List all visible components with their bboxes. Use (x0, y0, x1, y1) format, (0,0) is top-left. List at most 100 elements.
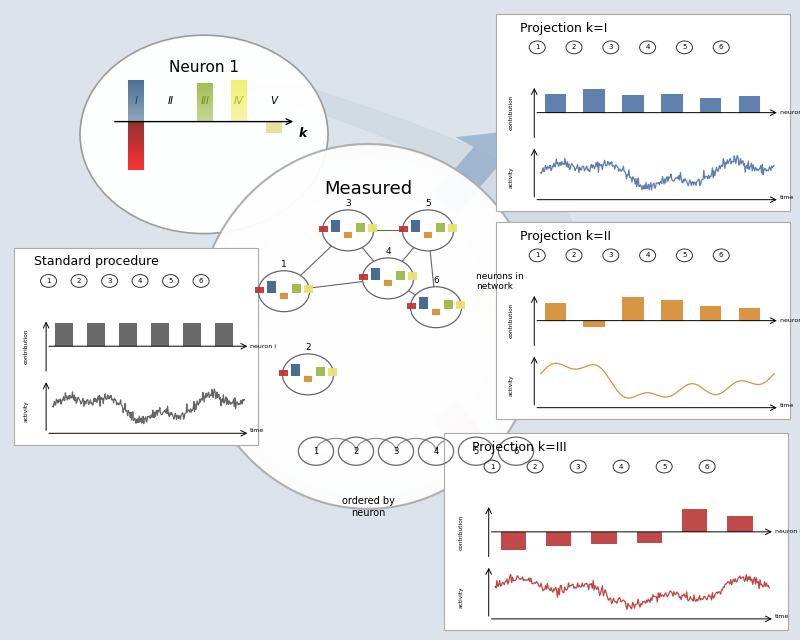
Bar (661, 93, 682, 113)
Text: 6: 6 (433, 276, 439, 285)
Bar (455, 301, 465, 309)
Bar (128, 92, 144, 95)
Bar (151, 323, 169, 346)
Text: Standard procedure: Standard procedure (34, 255, 158, 268)
Ellipse shape (230, 180, 506, 473)
Ellipse shape (334, 291, 402, 362)
Bar (128, 139, 144, 141)
Bar (407, 273, 417, 280)
Bar (231, 88, 247, 90)
Bar (128, 100, 144, 103)
Text: 2: 2 (533, 463, 538, 470)
Text: V: V (270, 95, 277, 106)
Text: 5: 5 (425, 199, 431, 208)
Bar (128, 156, 144, 158)
FancyArrow shape (430, 403, 514, 480)
Text: contribution: contribution (24, 328, 29, 364)
Bar (231, 107, 247, 109)
Text: 6: 6 (705, 463, 710, 470)
Ellipse shape (246, 197, 490, 456)
Bar (128, 120, 144, 122)
FancyBboxPatch shape (14, 248, 258, 445)
Bar (435, 223, 445, 232)
Text: ordered by
neuron: ordered by neuron (342, 496, 394, 518)
Text: neuron i: neuron i (780, 318, 800, 323)
Text: Neuron 1: Neuron 1 (169, 60, 239, 75)
Bar (128, 160, 144, 162)
Bar (197, 114, 213, 116)
Bar (128, 127, 144, 129)
Bar (407, 303, 417, 309)
Bar (738, 96, 760, 113)
Bar (197, 118, 213, 120)
Ellipse shape (196, 144, 540, 509)
Bar (231, 113, 247, 115)
Bar (423, 232, 433, 238)
Text: 5: 5 (682, 252, 686, 259)
Bar (343, 232, 353, 238)
FancyArrow shape (468, 283, 508, 344)
Bar (231, 118, 247, 120)
Text: time: time (780, 195, 794, 200)
Bar (128, 148, 144, 150)
Bar (197, 108, 213, 110)
Bar (231, 90, 247, 92)
Bar (128, 129, 144, 131)
Circle shape (362, 258, 414, 299)
Ellipse shape (242, 193, 494, 460)
Bar (661, 300, 682, 321)
Ellipse shape (288, 242, 448, 411)
Ellipse shape (267, 220, 469, 433)
Text: Projection k=II: Projection k=II (519, 230, 610, 243)
Bar (327, 369, 337, 376)
Bar (315, 367, 325, 376)
Bar (255, 287, 265, 293)
Ellipse shape (234, 184, 502, 469)
Bar (331, 220, 341, 232)
Ellipse shape (204, 153, 532, 500)
Ellipse shape (280, 233, 456, 420)
Ellipse shape (347, 304, 389, 349)
Text: 3: 3 (345, 199, 351, 208)
Text: activity: activity (508, 374, 514, 396)
Ellipse shape (259, 211, 477, 442)
Text: 2: 2 (305, 343, 311, 352)
Ellipse shape (342, 300, 394, 353)
Text: 3: 3 (609, 44, 613, 51)
Bar (128, 84, 144, 86)
Bar (128, 103, 144, 105)
Bar (128, 124, 144, 125)
Bar (622, 298, 644, 321)
Bar (279, 370, 289, 376)
Text: activity: activity (24, 400, 29, 422)
Bar (303, 285, 313, 293)
Bar (197, 83, 213, 85)
Bar (128, 109, 144, 111)
Ellipse shape (322, 277, 414, 376)
Ellipse shape (80, 35, 328, 234)
Bar (128, 86, 144, 88)
Bar (197, 91, 213, 93)
Circle shape (322, 210, 374, 251)
Ellipse shape (200, 148, 536, 504)
Bar (128, 90, 144, 92)
Bar (231, 82, 247, 84)
Text: 4: 4 (646, 252, 650, 259)
Bar (128, 152, 144, 154)
Bar (700, 306, 722, 321)
Bar (231, 92, 247, 95)
Ellipse shape (292, 246, 444, 406)
Bar (197, 97, 213, 99)
Ellipse shape (359, 317, 377, 335)
Bar (128, 135, 144, 137)
Ellipse shape (276, 228, 460, 424)
Text: 4: 4 (434, 447, 438, 456)
Ellipse shape (209, 157, 527, 495)
Ellipse shape (338, 295, 398, 358)
Text: k: k (298, 127, 306, 140)
Bar (128, 168, 144, 170)
Bar (431, 309, 441, 315)
Text: I: I (134, 95, 138, 106)
Bar (183, 323, 202, 346)
Bar (231, 80, 247, 82)
